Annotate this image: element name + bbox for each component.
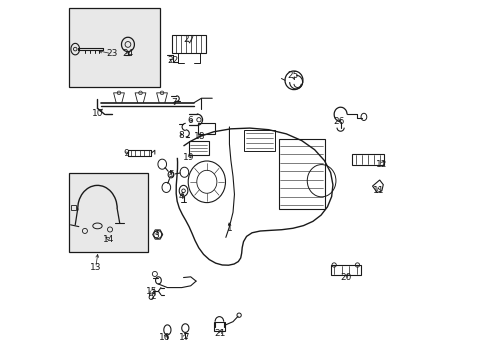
Text: 21: 21 [214,329,225,338]
Text: 5: 5 [168,170,174,179]
Text: 1: 1 [227,224,233,233]
Text: 3: 3 [153,231,159,240]
Text: 8: 8 [179,131,184,140]
Text: 16: 16 [159,333,170,342]
Text: 4: 4 [179,192,184,201]
Bar [70,206,76,211]
Text: 11: 11 [372,186,384,195]
Bar [69,173,147,252]
Text: 15: 15 [146,287,158,296]
Text: 18: 18 [194,132,205,141]
Text: 24: 24 [122,49,133,58]
Bar [351,154,384,165]
Text: 19: 19 [183,153,194,162]
Bar [214,321,224,330]
Text: 23: 23 [106,49,117,58]
Bar [330,265,360,275]
Text: 17: 17 [178,333,190,342]
Bar [69,8,160,87]
Bar [244,130,274,151]
Text: 10: 10 [92,109,104,118]
Text: 26: 26 [333,117,345,126]
Text: 25: 25 [286,71,298,80]
Bar [278,139,325,209]
Text: 22: 22 [167,57,178,66]
Bar [171,35,205,53]
Text: 14: 14 [103,235,114,244]
Bar [198,123,215,134]
Text: 12: 12 [375,161,386,170]
Text: 20: 20 [339,273,350,282]
Text: 27: 27 [183,35,194,44]
Text: 7: 7 [171,98,177,107]
Bar [188,141,208,155]
Text: 6: 6 [187,116,193,125]
Text: 13: 13 [90,264,101,273]
Text: 9: 9 [123,149,129,158]
Text: 2: 2 [150,292,156,301]
